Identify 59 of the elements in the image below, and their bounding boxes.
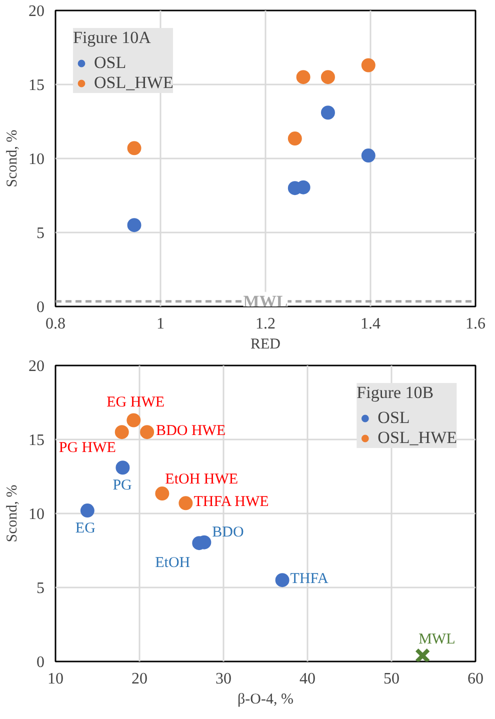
- x-tick-label: 50: [384, 670, 400, 688]
- y-tick-label: 5: [36, 580, 44, 597]
- x-tick-label: 20: [132, 670, 148, 688]
- annotation: EtOH HWE: [165, 472, 238, 488]
- legend-title: Figure 10A: [73, 28, 152, 48]
- x-tick-label: 60: [468, 670, 484, 688]
- point: [320, 70, 335, 84]
- x-tick-label: 1: [156, 316, 164, 332]
- point: [275, 573, 290, 588]
- legend-label: OSL_HWE: [94, 73, 174, 93]
- y-tick-label: 0: [36, 299, 44, 316]
- annotation: EG: [75, 520, 96, 537]
- annotation: PG: [112, 478, 132, 494]
- legend-label: OSL_HWE: [378, 428, 457, 448]
- y-axis-title: Scond, %: [4, 484, 20, 542]
- y-tick-label: 0: [36, 654, 44, 671]
- point: [361, 58, 376, 72]
- point: [116, 460, 130, 475]
- x-tick-label: 40: [300, 670, 316, 688]
- x-tick-label: 1.6: [466, 316, 486, 332]
- x-tick-label: 0.8: [46, 316, 66, 332]
- annotation: PG HWE: [58, 440, 116, 456]
- y-tick-label: 5: [36, 225, 44, 242]
- point: [80, 504, 94, 518]
- annotation: EG HWE: [106, 394, 165, 410]
- point: [320, 106, 335, 120]
- x-tick-label: 10: [48, 670, 64, 688]
- x-tick-label: 30: [216, 670, 232, 688]
- legend-label: OSL: [94, 53, 126, 73]
- y-tick-label: 15: [28, 77, 44, 94]
- x-tick-label: 1.2: [256, 316, 276, 332]
- y-tick-label: 10: [28, 506, 44, 523]
- point: [178, 496, 193, 510]
- point: [361, 148, 376, 163]
- y-tick-label: 20: [28, 3, 44, 20]
- annotation: EtOH: [155, 555, 190, 572]
- point: [288, 132, 302, 146]
- y-axis-title: Scond, %: [4, 130, 20, 188]
- point: [155, 486, 170, 501]
- point: [296, 70, 310, 84]
- annotation: BDO: [212, 524, 244, 540]
- legend-label: OSL: [378, 408, 410, 428]
- point: [140, 425, 154, 440]
- x-tick-label: 1.4: [360, 316, 380, 332]
- y-tick-label: 15: [28, 432, 44, 449]
- x-axis-title: β-O-4, %: [238, 692, 294, 708]
- point: [127, 218, 142, 232]
- annotation: MWL: [418, 632, 456, 648]
- point: [127, 141, 142, 156]
- legend-title: Figure 10B: [356, 383, 435, 403]
- point: [126, 413, 141, 428]
- annotation: THFA: [290, 571, 329, 588]
- y-tick-label: 20: [28, 358, 44, 375]
- annotation: THFA HWE: [194, 494, 269, 510]
- x-axis-title: RED: [250, 336, 281, 352]
- y-tick-label: 10: [28, 151, 44, 168]
- annotation: BDO HWE: [156, 423, 226, 440]
- point: [114, 425, 129, 440]
- point: [414, 648, 430, 662]
